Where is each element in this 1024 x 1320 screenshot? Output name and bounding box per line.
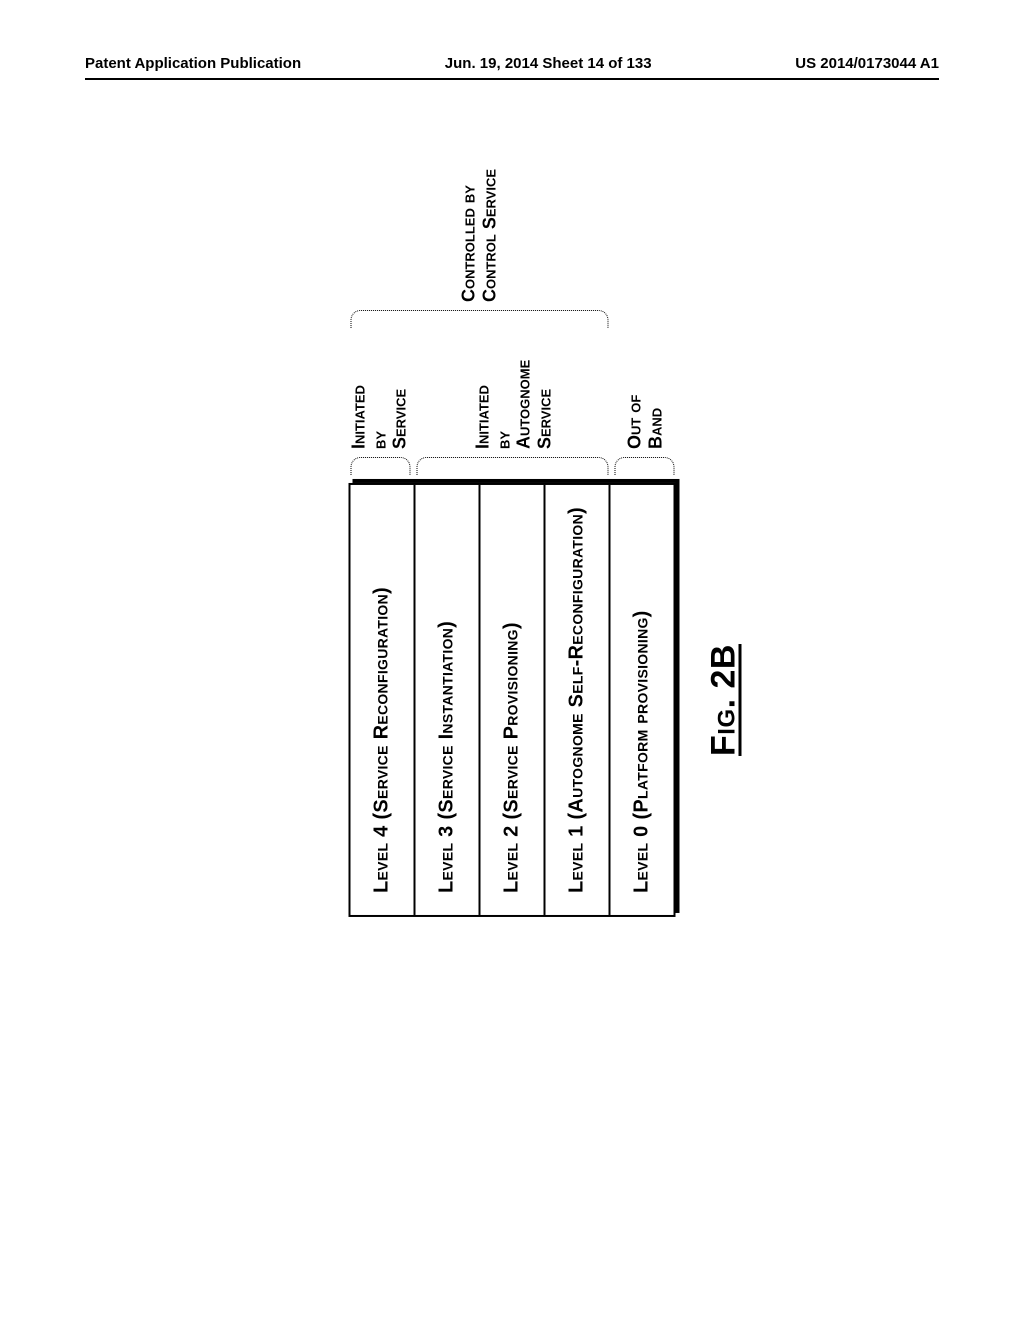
header-center: Jun. 19, 2014 Sheet 14 of 133 (445, 55, 652, 72)
header-left: Patent Application Publication (85, 55, 301, 72)
header-right: US 2014/0173044 A1 (795, 55, 939, 72)
level-3: Level 3 (Service Instantiation) (416, 485, 479, 915)
brace-initiated-service (351, 457, 411, 475)
page-header: Patent Application Publication Jun. 19, … (0, 55, 1024, 72)
figure-diagram: Level 4 (Service Reconfiguration) Level … (349, 483, 676, 917)
level-stack: Level 4 (Service Reconfiguration) Level … (349, 483, 676, 917)
header-rule (85, 78, 939, 80)
brace-label-initiated-autognome: InitiatedbyAutognomeService (473, 360, 556, 449)
brace-controlled (351, 310, 609, 328)
level-1: Level 1 (Autognome Self-Reconfiguration) (546, 485, 609, 915)
brace-label-out-of-band: Out ofBand (625, 395, 666, 449)
brace-label-initiated-service: InitiatedbyService (349, 385, 411, 449)
brace-label-controlled: Controlled byControl Service (459, 169, 500, 302)
brace-out-of-band (615, 457, 675, 475)
level-0: Level 0 (Platform provisioning) (611, 485, 674, 915)
level-4: Level 4 (Service Reconfiguration) (351, 485, 414, 915)
figure-label: Fig. 2B (705, 644, 744, 756)
level-2: Level 2 (Service Provisioning) (481, 485, 544, 915)
brace-initiated-autognome (417, 457, 609, 475)
